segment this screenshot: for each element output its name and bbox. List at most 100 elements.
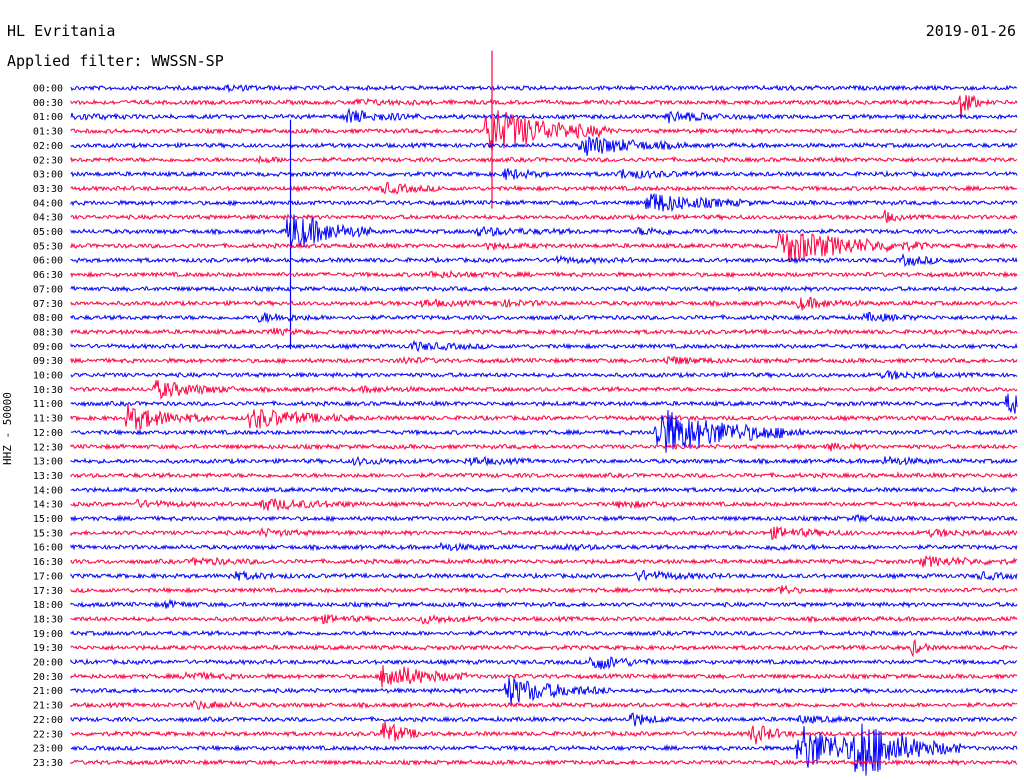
trace-0700 (70, 284, 1018, 293)
row-label-1600: 16:00 (33, 543, 63, 554)
trace-2300 (70, 723, 1018, 776)
trace-0330 (70, 181, 1018, 195)
row-label-1330: 13:30 (33, 471, 63, 482)
row-label-1300: 13:00 (33, 457, 63, 468)
trace-1500 (70, 513, 1018, 524)
trace-1600 (70, 541, 1018, 552)
trace-1130 (70, 403, 1018, 430)
trace-0830 (70, 327, 1018, 336)
row-label-2130: 21:30 (33, 701, 63, 712)
trace-0430 (70, 209, 1018, 224)
trace-1400 (70, 485, 1018, 494)
trace-0030 (70, 94, 1018, 119)
row-label-1830: 18:30 (33, 614, 63, 625)
trace-1030 (70, 380, 1018, 400)
row-label-0230: 02:30 (33, 155, 63, 166)
row-label-0530: 05:30 (33, 241, 63, 252)
trace-1730 (70, 584, 1018, 595)
row-label-1400: 14:00 (33, 485, 63, 496)
trace-0100 (70, 107, 1018, 124)
row-label-2200: 22:00 (33, 715, 63, 726)
trace-2100 (70, 677, 1018, 705)
record-date: 2019-01-26 (925, 22, 1016, 40)
row-label-0000: 00:00 (33, 84, 63, 95)
trace-2330 (70, 758, 1018, 767)
row-label-2300: 23:00 (33, 744, 63, 755)
trace-2000 (70, 656, 1018, 670)
trace-1000 (70, 369, 1018, 380)
trace-0500 (70, 214, 1018, 249)
row-label-0400: 04:00 (33, 198, 63, 209)
trace-0730 (70, 296, 1018, 311)
row-label-1200: 12:00 (33, 428, 63, 439)
trace-2230 (70, 721, 1018, 745)
row-label-1500: 15:00 (33, 514, 63, 525)
row-label-1000: 10:00 (33, 371, 63, 382)
trace-1900 (70, 629, 1018, 637)
row-label-1530: 15:30 (33, 528, 63, 539)
row-label-1230: 12:30 (33, 442, 63, 453)
trace-1930 (70, 638, 1018, 658)
row-label-0700: 07:00 (33, 284, 63, 295)
trace-1330 (70, 471, 1018, 479)
trace-0530 (70, 232, 1018, 263)
station-name: HL Evritania (7, 22, 116, 40)
trace-0900 (70, 339, 1018, 353)
row-label-1900: 19:00 (33, 629, 63, 640)
row-label-0100: 01:00 (33, 112, 63, 123)
row-label-0300: 03:00 (33, 170, 63, 181)
trace-0000 (70, 84, 1018, 94)
trace-1430 (70, 498, 1018, 512)
trace-0200 (70, 135, 1018, 156)
trace-0600 (70, 252, 1018, 267)
row-label-0630: 06:30 (33, 270, 63, 281)
trace-0630 (70, 269, 1018, 279)
trace-2130 (70, 699, 1018, 710)
row-label-1030: 10:30 (33, 385, 63, 396)
trace-0230 (70, 154, 1018, 165)
row-label-1430: 14:30 (33, 500, 63, 511)
row-label-2230: 22:30 (33, 729, 63, 740)
trace-1230 (70, 442, 1018, 452)
trace-2030 (70, 665, 1018, 688)
trace-0130 (70, 110, 1018, 152)
row-label-0130: 01:30 (33, 127, 63, 138)
row-label-0730: 07:30 (33, 299, 63, 310)
row-labels-group: 00:00 00:30 01:00 01:30 02:00 02:30 03:00 03:30… (33, 84, 63, 769)
filter-label: Applied filter: WWSSN-SP (7, 52, 224, 70)
row-label-2100: 21:00 (33, 686, 63, 697)
row-label-2000: 20:00 (33, 658, 63, 669)
row-label-0330: 03:30 (33, 184, 63, 195)
trace-1200 (70, 409, 1018, 453)
row-label-0500: 05:00 (33, 227, 63, 238)
row-label-0930: 09:30 (33, 356, 63, 367)
row-label-1100: 11:00 (33, 399, 63, 410)
trace-1530 (70, 526, 1018, 541)
trace-2200 (70, 712, 1018, 727)
row-label-1630: 16:30 (33, 557, 63, 568)
trace-0400 (70, 192, 1018, 213)
row-label-0830: 08:30 (33, 327, 63, 338)
traces-group (70, 50, 1018, 776)
trace-1800 (70, 598, 1018, 609)
row-label-1130: 11:30 (33, 414, 63, 425)
row-label-0430: 04:30 (33, 213, 63, 224)
trace-0300 (70, 168, 1018, 181)
row-label-1730: 17:30 (33, 586, 63, 597)
trace-1100 (70, 393, 1018, 414)
trace-1830 (70, 614, 1018, 625)
trace-1630 (70, 554, 1018, 568)
trace-1700 (70, 569, 1018, 582)
row-label-2030: 20:30 (33, 672, 63, 683)
trace-0800 (70, 311, 1018, 324)
row-label-1930: 19:30 (33, 643, 63, 654)
row-label-0200: 02:00 (33, 141, 63, 152)
row-label-2330: 23:30 (33, 758, 63, 769)
trace-1300 (70, 455, 1018, 467)
row-label-0900: 09:00 (33, 342, 63, 353)
row-label-0800: 08:00 (33, 313, 63, 324)
row-label-1800: 18:00 (33, 600, 63, 611)
trace-0930 (70, 355, 1018, 366)
row-label-0600: 06:00 (33, 256, 63, 267)
